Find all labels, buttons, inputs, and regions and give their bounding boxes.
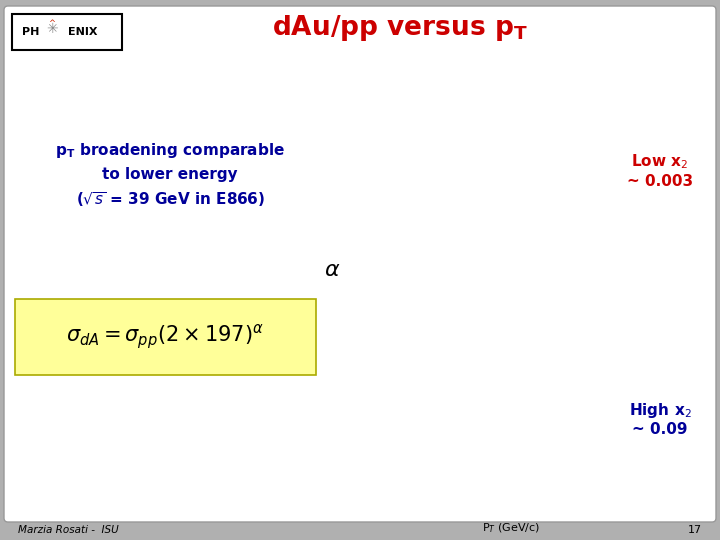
Text: ~ 0.003: ~ 0.003 [627,174,693,190]
Text: Low x$_2$: Low x$_2$ [631,153,688,171]
Bar [12,14,122,50]
Text: dAu/pp versus p$_\mathregular{T}$: dAu/pp versus p$_\mathregular{T}$ [272,13,528,43]
Text: PHENIX Preliminary  200 GeV: PHENIX Preliminary 200 GeV [354,43,466,52]
Text: to lower energy: to lower energy [102,167,238,183]
Text: Marzia Rosati -  ISU: Marzia Rosati - ISU [18,525,119,535]
Legend: E865/NuSea(-0.1<x$_F$<0.3), cAu South (x$_F$ ~-0.06): E865/NuSea(-0.1<x$_F$<0.3), cAu South (x… [356,354,457,383]
Text: 17: 17 [688,525,702,535]
Text: ($\sqrt{s}$ = 39 GeV in E866): ($\sqrt{s}$ = 39 GeV in E866) [76,191,264,210]
Legend: dAu e$^+$e$^-$ (x$_F$ ~ 0): dAu e$^+$e$^-$ (x$_F$ ~ 0) [356,200,433,217]
Legend: E865/NuSea(0.3<x$_F$<0.03), dAu North (x$_T$ ~ 0.00): E865/NuSea(0.3<x$_F$<0.03), dAu North (x… [356,47,459,76]
Text: High x$_2$: High x$_2$ [629,401,691,420]
Text: J/$\Psi$  > $\mu^+\mu^-$,  $\sigma_{dA}$ = $\sigma_{pp}$ (2A)$^\alpha$: J/$\Psi$ > $\mu^+\mu^-$, $\sigma_{dA}$ =… [354,58,460,71]
Text: $\mathbf{p_T}$ broadening comparable: $\mathbf{p_T}$ broadening comparable [55,140,285,159]
Text: $\sigma_{dA} = \sigma_{pp}\left(2\times197\right)^{\alpha}$: $\sigma_{dA} = \sigma_{pp}\left(2\times1… [66,322,264,352]
Text: PH: PH [22,27,40,37]
Text: ^: ^ [48,19,55,29]
Text: ~ 0.09: ~ 0.09 [632,422,688,437]
Text: $\alpha$: $\alpha$ [324,260,340,280]
FancyBboxPatch shape [4,6,716,522]
Text: ENIX: ENIX [68,27,97,37]
Text: ✳: ✳ [46,22,58,36]
FancyBboxPatch shape [15,299,316,375]
X-axis label: P$_T$ (GeV/c): P$_T$ (GeV/c) [482,521,540,535]
